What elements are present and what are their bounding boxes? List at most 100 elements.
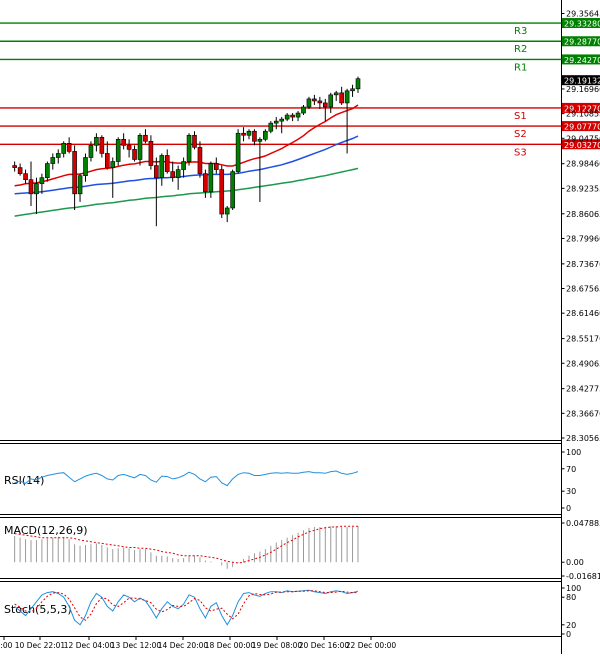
candle-body <box>105 153 109 167</box>
candle-body <box>220 170 224 214</box>
candle-body <box>193 135 197 147</box>
price-tick-label: 28.98460 <box>566 160 600 169</box>
candle-body <box>351 89 355 91</box>
candle-body <box>78 176 82 194</box>
candle-body <box>209 164 213 192</box>
time-tick-label: 6:00 <box>0 641 13 650</box>
candle-body <box>24 174 28 180</box>
candle-body <box>40 178 44 184</box>
candle-body <box>225 208 229 214</box>
candle-body <box>263 131 267 139</box>
candle-body <box>73 151 77 193</box>
price-tick-label: 28.36670 <box>566 409 600 418</box>
candle-body <box>62 143 66 153</box>
candle-body <box>94 137 98 145</box>
stoch-tick-label: 20 <box>566 621 576 630</box>
level-price-value-s2: 29.07770 <box>564 123 600 132</box>
candle-body <box>312 99 316 101</box>
price-tick-label: 28.55170 <box>566 335 600 344</box>
candle-body <box>51 157 55 163</box>
level-label-r3: R3 <box>514 26 527 37</box>
level-label-r1: R1 <box>514 62 527 73</box>
time-tick-label: 13 Dec 12:00 <box>111 641 162 650</box>
current-price-value: 29.19132 <box>564 77 600 86</box>
level-price-value-r2: 29.28770 <box>564 38 600 47</box>
candle-body <box>274 121 278 123</box>
candle-body <box>198 147 202 173</box>
candle-body <box>100 137 104 153</box>
candle-body <box>84 157 88 175</box>
candle-body <box>45 164 49 178</box>
candle-body <box>242 133 246 135</box>
stoch-tick-label: 100 <box>566 584 581 593</box>
candle-body <box>116 139 120 161</box>
candle-body <box>154 166 158 178</box>
price-tick-label: 28.30565 <box>566 434 600 443</box>
macd-tick-label: 0.00 <box>566 558 584 567</box>
price-tick-label: 29.04750 <box>566 134 600 143</box>
candle-body <box>13 166 17 168</box>
candle-body <box>334 93 338 95</box>
macd-title: MACD(12,26,9) <box>4 524 88 537</box>
candle-body <box>307 99 311 107</box>
candle-body <box>214 164 218 170</box>
candle-body <box>318 101 322 103</box>
candle-body <box>345 91 349 103</box>
price-tick-label: 28.42775 <box>566 385 600 394</box>
price-tick-label: 28.73670 <box>566 260 600 269</box>
candle-body <box>356 79 360 89</box>
candle-body <box>165 155 169 171</box>
candle-body <box>171 172 175 178</box>
candle-body <box>143 135 147 141</box>
candle-body <box>67 143 71 151</box>
time-tick-label: 12 Dec 04:00 <box>64 641 115 650</box>
candle-body <box>323 103 327 107</box>
level-label-s1: S1 <box>514 111 527 122</box>
price-tick-label: 28.49065 <box>566 359 600 368</box>
candle-body <box>269 123 273 131</box>
candle-body <box>127 145 131 149</box>
level-label-r2: R2 <box>514 44 527 55</box>
candle-body <box>149 141 153 165</box>
price-tick-label: 29.35645 <box>566 9 600 18</box>
candle-body <box>133 149 137 159</box>
level-price-value-r3: 29.33280 <box>564 20 600 29</box>
macd-tick-label: 0.047885 <box>566 519 600 528</box>
stoch-tick-label: 80 <box>566 593 576 602</box>
candle-body <box>182 162 186 170</box>
candle-body <box>29 180 33 194</box>
candle-body <box>285 115 289 119</box>
macd-tick-label: -0.016812 <box>566 572 600 581</box>
candle-body <box>111 162 115 168</box>
level-label-s3: S3 <box>514 147 527 158</box>
candle-body <box>160 155 164 177</box>
candle-body <box>302 107 306 113</box>
candle-body <box>122 139 126 145</box>
candle-body <box>252 131 256 141</box>
price-tick-label: 28.92355 <box>566 184 600 193</box>
candle-body <box>340 93 344 103</box>
level-price-value-r1: 29.24270 <box>564 56 600 65</box>
candle-body <box>56 153 60 157</box>
price-tick-label: 29.10855 <box>566 110 600 119</box>
candle-body <box>187 135 191 161</box>
candle-body <box>329 95 333 107</box>
price-tick-label: 28.61460 <box>566 309 600 318</box>
stoch-tick-label: 0 <box>566 630 571 639</box>
candle-body <box>203 174 207 192</box>
price-tick-label: 28.86065 <box>566 210 600 219</box>
time-tick-label: 20 Dec 16:00 <box>299 641 350 650</box>
candle-body <box>247 131 251 135</box>
candle-body <box>34 184 38 194</box>
candle-body <box>296 113 300 117</box>
rsi-tick-label: 30 <box>566 487 576 496</box>
time-tick-label: 14 Dec 20:00 <box>158 641 209 650</box>
candle-body <box>176 170 180 178</box>
candle-body <box>18 168 22 174</box>
time-tick-label: 18 Dec 00:00 <box>205 641 256 650</box>
candle-body <box>291 115 295 117</box>
candle-body <box>236 133 240 171</box>
rsi-tick-label: 70 <box>566 465 576 474</box>
